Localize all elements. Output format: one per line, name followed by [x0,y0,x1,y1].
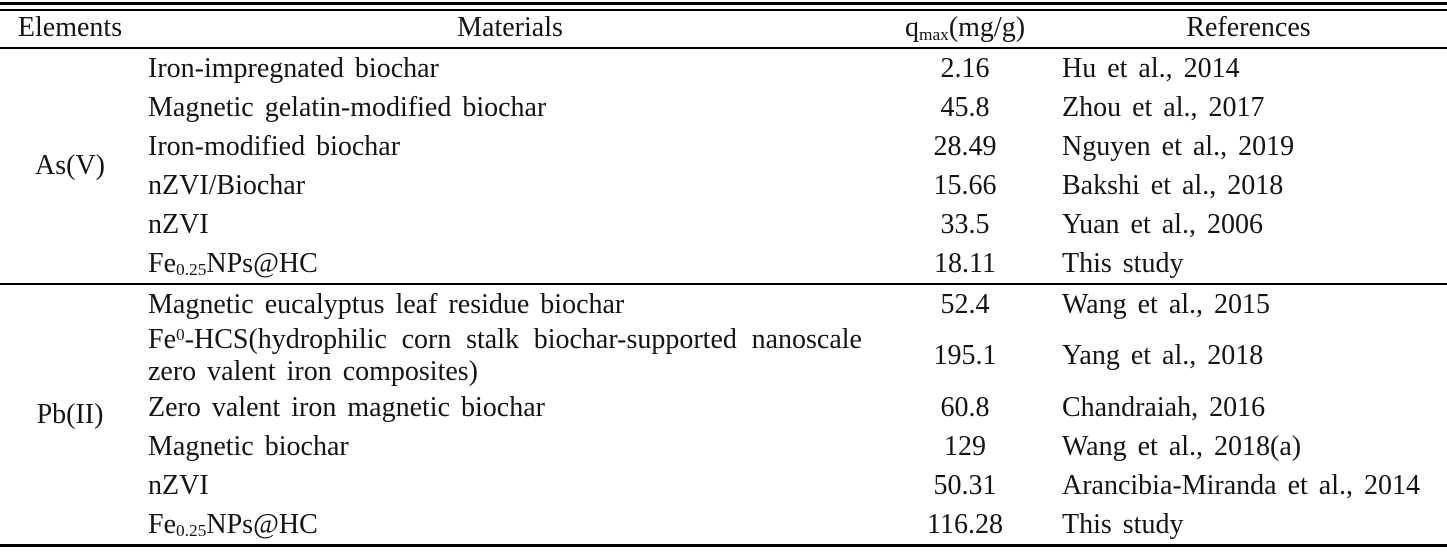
qmax-cell: 129 [944,430,986,462]
table-row: Magnetic biochar 129 Wang et al., 2018(a… [0,427,1447,466]
qmax-cell: 18.11 [934,247,996,279]
material-cell: Magnetic eucalyptus leaf residue biochar [148,288,625,320]
element-label-pbii: Pb(II) [36,398,104,430]
table-row: nZVI/Biochar 15.66 Bakshi et al., 2018 [0,166,1447,205]
reference-cell: Chandraiah, 2016 [1062,391,1266,423]
material-cell: nZVI [148,469,209,501]
qmax-cell: 2.16 [940,52,990,84]
material-cell: nZVI/Biochar [148,169,306,201]
table-row: Iron-modified biochar 28.49 Nguyen et al… [0,127,1447,166]
table-row: Pb(II) Magnetic eucalyptus leaf residue … [0,284,1447,430]
table-row: nZVI 33.5 Yuan et al., 2006 [0,205,1447,244]
reference-cell: Yuan et al., 2006 [1062,208,1263,240]
qmax-cell: 116.28 [927,508,1003,540]
material-cell: Magnetic biochar [148,430,349,462]
table-row: Fe0.25NPs@HC 116.28 This study [0,505,1447,546]
group-pbii: Pb(II) Magnetic eucalyptus leaf residue … [0,284,1447,546]
header-materials: Materials [140,10,880,49]
reference-cell: This study [1062,508,1184,540]
table-row: nZVI 50.31 Arancibia-Miranda et al., 201… [0,466,1447,505]
element-label-asv: As(V) [35,150,105,181]
reference-cell: Arancibia-Miranda et al., 2014 [1062,469,1420,501]
material-cell: Iron-impregnated biochar [148,52,439,84]
header-references: References [1050,10,1447,49]
table-row: Zero valent iron magnetic biochar 60.8 C… [0,388,1447,427]
header-qmax: qmax(mg/g) [880,10,1050,49]
material-cell: Zero valent iron magnetic biochar [148,391,545,423]
qmax-cell: 195.1 [933,340,997,371]
reference-cell: Wang et al., 2018(a) [1062,430,1302,462]
header-row: Elements Materials qmax(mg/g) References [0,10,1447,49]
material-cell: nZVI [148,208,209,240]
reference-cell: Wang et al., 2015 [1062,288,1271,320]
reference-cell: Yang et al., 2018 [1062,340,1264,371]
qmax-cell: 15.66 [933,169,997,201]
material-cell: Fe0.25NPs@HC [148,247,318,280]
material-cell: Magnetic gelatin-modified biochar [148,91,547,123]
material-cell: Fe0.25NPs@HC [148,508,318,541]
table-row: As(V) Iron-impregnated biochar 2.16 Hu e… [0,48,1447,182]
table-row: Fe0.25NPs@HC 18.11 This study [0,244,1447,284]
qmax-cell: 45.8 [940,91,990,123]
reference-cell: Zhou et al., 2017 [1062,91,1265,123]
qmax-cell: 28.49 [933,130,997,162]
reference-cell: Nguyen et al., 2019 [1062,130,1295,162]
material-cell: Iron-modified biochar [148,130,401,162]
material-cell: Fe0-HCS(hydrophilic corn stalk biochar-s… [148,324,862,387]
qmax-cell: 60.8 [940,391,990,423]
reference-cell: Hu et al., 2014 [1062,52,1240,84]
qmax-cell: 50.31 [933,469,997,501]
group-asv: As(V) Iron-impregnated biochar 2.16 Hu e… [0,48,1447,284]
qmax-cell: 52.4 [940,288,990,320]
header-elements: Elements [0,10,140,49]
comparison-table: Elements Materials qmax(mg/g) References… [0,9,1447,547]
table-row: Magnetic gelatin-modified biochar 45.8 Z… [0,88,1447,127]
reference-cell: Bakshi et al., 2018 [1062,169,1284,201]
table-header: Elements Materials qmax(mg/g) References [0,10,1447,49]
qmax-cell: 33.5 [940,208,990,240]
table-row: Fe0-HCS(hydrophilic corn stalk biochar-s… [0,324,1447,388]
reference-cell: This study [1062,247,1184,279]
